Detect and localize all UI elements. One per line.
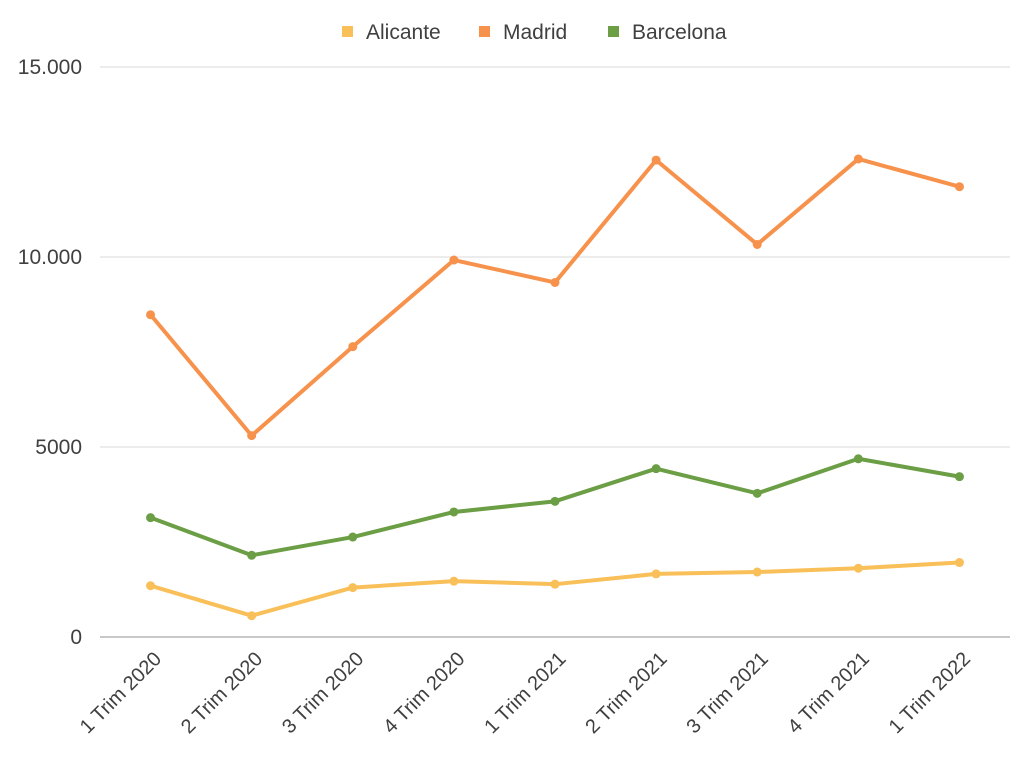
legend-label: Barcelona: [632, 21, 727, 44]
data-point: [348, 532, 358, 542]
data-point: [247, 611, 257, 621]
data-point: [853, 154, 863, 164]
x-tick-label: 3 Trim 2020: [278, 648, 368, 738]
data-point: [752, 567, 762, 577]
data-point: [651, 155, 661, 165]
data-point: [752, 239, 762, 249]
legend-item: Madrid: [479, 21, 567, 44]
x-tick-label: 3 Trim 2021: [683, 648, 773, 738]
data-point: [651, 569, 661, 579]
y-tick-label: 5000: [35, 436, 82, 459]
x-tick-label: 2 Trim 2020: [177, 648, 267, 738]
x-tick-label: 1 Trim 2020: [76, 648, 166, 738]
data-point: [146, 513, 156, 523]
data-point: [954, 182, 964, 192]
data-point: [348, 342, 358, 352]
series-madrid: [146, 154, 964, 441]
y-tick-label: 10.000: [18, 246, 82, 269]
data-point: [348, 583, 358, 593]
series-lines: [146, 154, 964, 621]
series-line: [148, 560, 962, 618]
legend: Alicante Madrid Barcelona: [342, 21, 727, 44]
y-tick-label: 0: [70, 626, 82, 649]
data-point: [550, 579, 560, 589]
gridlines: [100, 66, 1010, 638]
data-point: [146, 581, 156, 591]
x-axis-tick-labels: 1 Trim 2020 2 Trim 2020 3 Trim 2020 4 Trim …: [76, 648, 975, 738]
series-alicante: [146, 558, 964, 621]
x-tick-label: 2 Trim 2021: [581, 648, 671, 738]
data-point: [954, 558, 964, 568]
x-tick-label: 4 Trim 2020: [379, 648, 469, 738]
series-barcelona: [146, 454, 964, 560]
data-point: [651, 464, 661, 474]
data-point: [752, 488, 762, 498]
legend-item: Barcelona: [608, 21, 727, 44]
legend-swatch: [479, 26, 490, 37]
y-axis-tick-labels: 0 5000 10.000 15.000: [18, 56, 82, 649]
data-point: [550, 496, 560, 506]
x-tick-label: 1 Trim 2022: [885, 648, 975, 738]
legend-label: Alicante: [366, 21, 441, 44]
data-point: [247, 431, 257, 441]
y-tick-label: 15.000: [18, 56, 82, 79]
legend-item: Alicante: [342, 21, 441, 44]
data-point: [449, 255, 459, 265]
legend-swatch: [342, 26, 353, 37]
x-tick-label: 4 Trim 2021: [784, 648, 874, 738]
data-point: [853, 563, 863, 573]
legend-label: Madrid: [503, 21, 567, 44]
series-line: [148, 156, 962, 438]
legend-swatch: [608, 26, 619, 37]
x-tick-label: 1 Trim 2021: [480, 648, 570, 738]
data-point: [146, 310, 156, 320]
series-line: [148, 456, 962, 558]
data-point: [954, 472, 964, 482]
data-point: [449, 576, 459, 586]
data-point: [550, 277, 560, 287]
data-point: [449, 507, 459, 517]
data-point: [247, 550, 257, 560]
data-point: [853, 454, 863, 464]
